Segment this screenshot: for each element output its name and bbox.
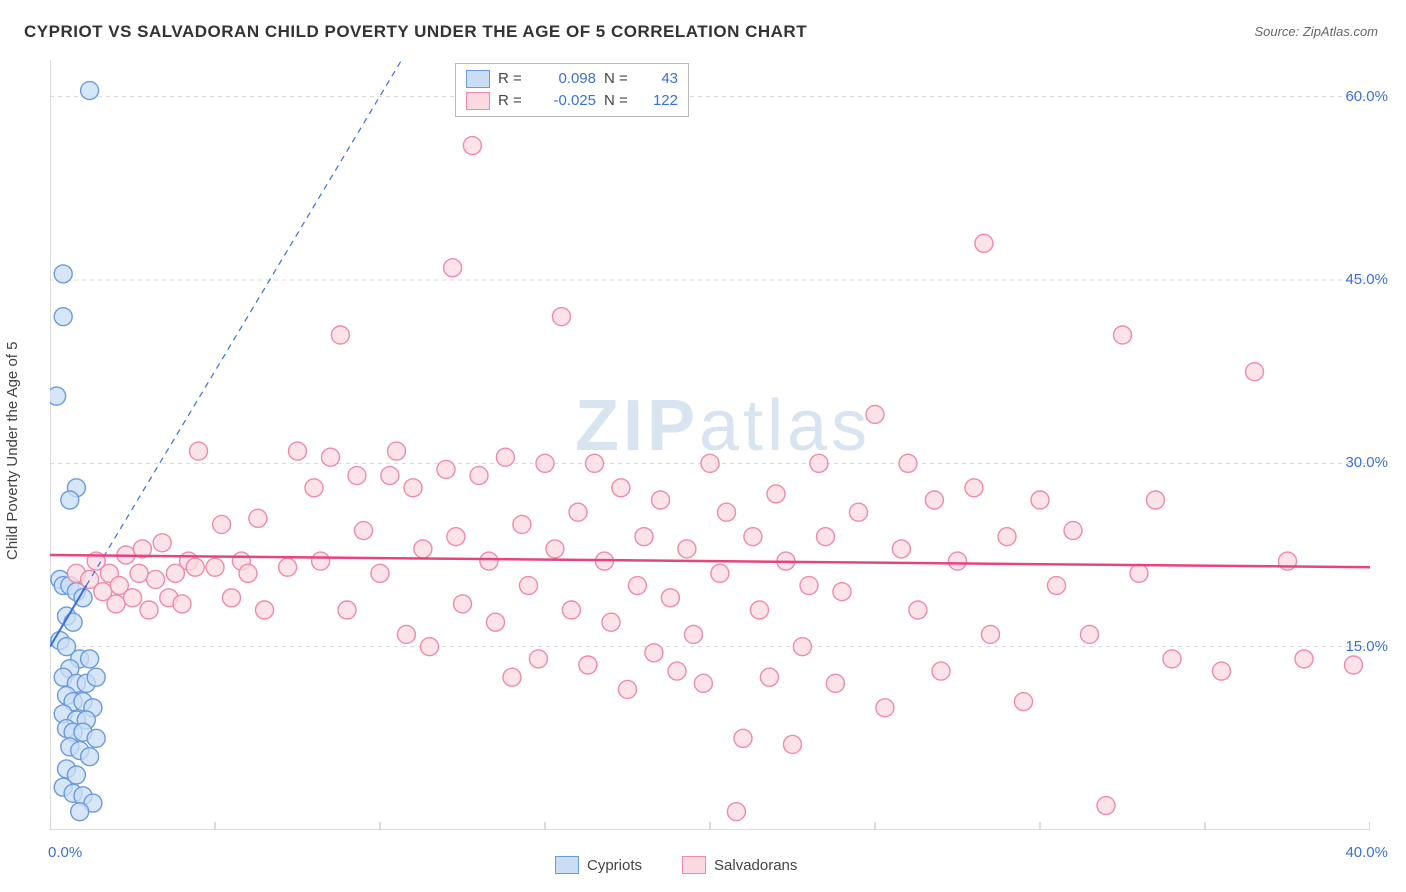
chart-title: CYPRIOT VS SALVADORAN CHILD POVERTY UNDE… [24,22,807,42]
y-axis-label: Child Poverty Under the Age of 5 [4,342,21,560]
source-attribution: Source: ZipAtlas.com [1254,24,1378,39]
r-label: R = [498,68,528,90]
legend-swatch [466,70,490,88]
r-value: 0.098 [536,68,596,90]
y-tick-label: 15.0% [1345,638,1388,655]
n-value: 122 [642,90,678,112]
legend-item: Salvadorans [682,856,797,874]
legend-swatch [555,856,579,874]
y-tick-label: 30.0% [1345,454,1388,471]
r-label: R = [498,90,528,112]
r-value: -0.025 [536,90,596,112]
y-tick-label: 60.0% [1345,88,1388,105]
legend-swatch [466,92,490,110]
legend-label: Cypriots [587,857,642,874]
correlation-legend: R = 0.098 N = 43 R = -0.025 N = 122 [455,63,689,117]
scatter-chart [50,60,1370,830]
legend-item: Cypriots [555,856,642,874]
y-tick-label: 45.0% [1345,271,1388,288]
n-label: N = [604,68,634,90]
n-label: N = [604,90,634,112]
series-legend: Cypriots Salvadorans [555,856,797,874]
x-tick-label: 0.0% [48,844,82,861]
legend-label: Salvadorans [714,857,797,874]
legend-swatch [682,856,706,874]
n-value: 43 [642,68,678,90]
legend-row: R = -0.025 N = 122 [466,90,678,112]
legend-row: R = 0.098 N = 43 [466,68,678,90]
x-tick-label: 40.0% [1345,844,1388,861]
